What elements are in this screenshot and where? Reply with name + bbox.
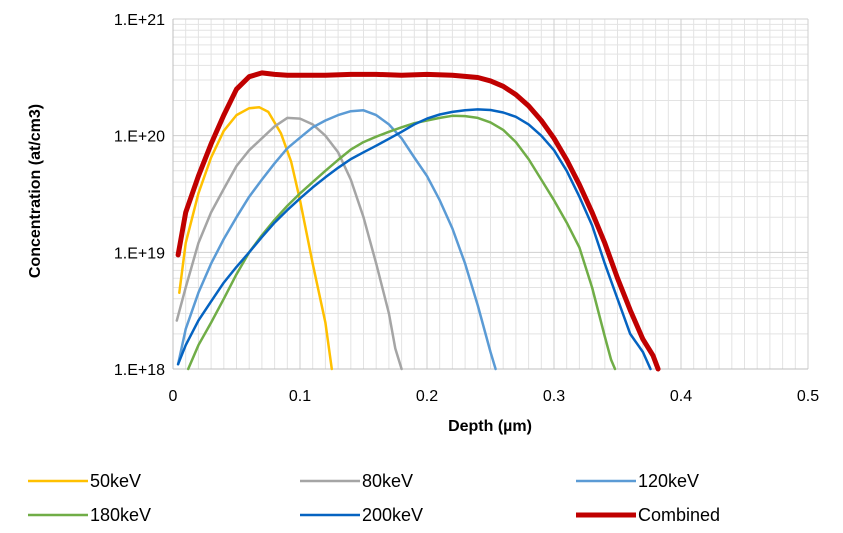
legend-label-200kev: 200keV — [362, 505, 423, 525]
series-layer — [175, 70, 661, 372]
y-tick-label: 1.E+18 — [114, 362, 165, 379]
legend-label-80kev: 80keV — [362, 471, 413, 491]
x-tick-label: 0.1 — [289, 388, 311, 405]
series-line-80kev — [175, 116, 403, 371]
series-line-combined — [175, 70, 661, 372]
x-tick-label: 0 — [169, 388, 178, 405]
x-axis-title: Depth (µm) — [448, 418, 532, 435]
series-line-200kev — [176, 108, 652, 371]
legend: 50keV 80keV 120keV 180keV 200keV Combined — [28, 471, 720, 525]
legend-label-50kev: 50keV — [90, 471, 141, 491]
x-tick-label: 0.2 — [416, 388, 438, 405]
y-tick-label: 1.E+20 — [114, 129, 165, 146]
x-tick-label: 0.3 — [543, 388, 565, 405]
x-tick-label: 0.4 — [670, 388, 692, 405]
x-tick-label: 0.5 — [797, 388, 819, 405]
major-gridlines — [172, 18, 809, 370]
legend-label-combined: Combined — [638, 505, 720, 525]
y-tick-labels: 1.E+18 1.E+19 1.E+20 1.E+21 — [114, 12, 165, 379]
legend-label-180kev: 180keV — [90, 505, 151, 525]
series-line-50kev — [178, 106, 334, 371]
y-axis-title: Concentration (at/cm3) — [27, 104, 44, 278]
series-line-120kev — [176, 109, 497, 371]
y-tick-label: 1.E+21 — [114, 12, 165, 29]
x-tick-labels: 0 0.1 0.2 0.3 0.4 0.5 — [169, 388, 820, 405]
y-tick-label: 1.E+19 — [114, 245, 165, 262]
legend-label-120kev: 120keV — [638, 471, 699, 491]
